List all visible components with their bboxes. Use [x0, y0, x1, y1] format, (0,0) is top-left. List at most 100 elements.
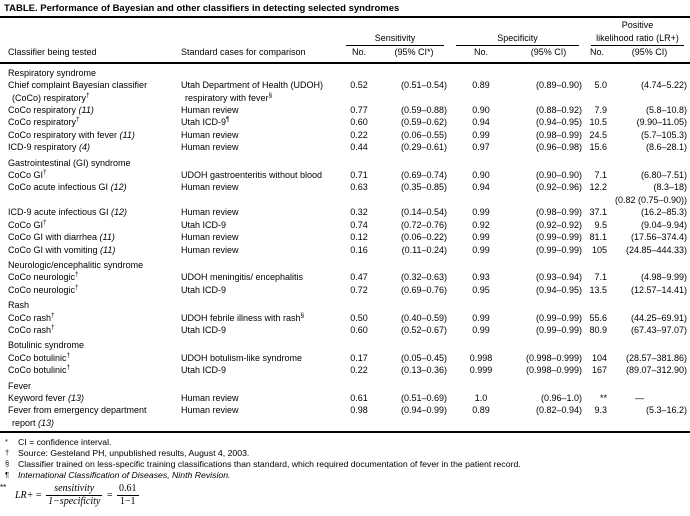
cell-lr-ci: (9.04–9.94) — [640, 219, 688, 230]
cell-specificity-ci: (0.94–0.95) — [535, 117, 582, 128]
formula-lhs: LR+ — [15, 489, 34, 501]
cell-standard: Utah ICD-9 — [181, 284, 227, 295]
section-header: Neurologic/encephalitic syndrome — [8, 259, 144, 270]
cell-specificity-no: 0.97 — [472, 142, 490, 153]
cell-classifier: ICD-9 respiratory (4) — [8, 142, 91, 153]
footnote-marker: * — [5, 437, 8, 447]
cell-specificity-ci: (0.98–0.99) — [535, 129, 582, 140]
cell-sensitivity-ci: (0.11–0.24) — [401, 244, 447, 255]
cell-specificity-no: 0.998 — [469, 352, 493, 363]
footnote-text: International Classification of Diseases… — [18, 470, 231, 481]
cell-sensitivity-ci: (0.29–0.61) — [400, 142, 447, 153]
cell-specificity-no: 0.90 — [472, 105, 490, 116]
cell-specificity-ci: (0.99–0.99) — [535, 232, 582, 243]
cell-sensitivity-ci: (0.13–0.36) — [400, 365, 447, 376]
cell-classifier: CoCo respiratory (11) — [8, 105, 94, 116]
cell-standard: Human review — [181, 392, 239, 403]
cell-specificity-no: 0.99 — [472, 312, 490, 323]
cell-specificity-ci: (0.93–0.94) — [535, 272, 582, 283]
col-header-lr-ci: (95% CI) — [609, 46, 690, 64]
cell-sensitivity-ci: (0.69–0.76) — [400, 284, 447, 295]
cell-sensitivity-ci: (0.94–0.99) — [378, 404, 450, 434]
footnote: § Classifier trained on less-specific tra… — [5, 459, 686, 470]
cell-specificity-no: 0.89 — [450, 404, 512, 434]
cell-specificity-ci: (0.99–0.99) — [535, 244, 582, 255]
cell-classifier: CoCo neurologic† — [8, 271, 79, 283]
table-row-continuation: (0.82 (0.75–0.90)) — [0, 194, 690, 206]
cell-lr-no: 5.0 — [594, 80, 607, 91]
cell-sensitivity-ci: (0.69–0.74) — [400, 170, 447, 181]
cell-lr-no: 81.1 — [589, 232, 607, 243]
cell-classifier: Fever from emergency department report (1… — [0, 404, 173, 434]
cell-lr-ci: (4.74–5.22) — [640, 80, 688, 91]
cell-lr-no: 80.9 — [589, 324, 607, 335]
cell-specificity-no: 0.93 — [472, 272, 490, 283]
cell-specificity-no: 0.94 — [472, 182, 490, 193]
table-row: CoCo neurologic† Utah ICD-9 0.72 (0.69–0.76… — [0, 284, 690, 296]
cell-lr-no: 9.5 — [594, 219, 607, 230]
cell-sensitivity-no: 0.74 — [350, 219, 368, 230]
cell-classifier: CoCo neurologic† — [8, 283, 79, 295]
table-row: CoCo botulinic† UDOH botulism-like syndro… — [0, 352, 690, 364]
cell-sensitivity-ci: (0.59–0.62) — [400, 117, 447, 128]
cell-sensitivity-ci: (0.35–0.85) — [400, 182, 447, 193]
cell-classifier: CoCo GI with vomiting (11) — [8, 244, 116, 255]
cell-sensitivity-no: 0.12 — [350, 232, 368, 243]
cell-sensitivity-ci: (0.40–0.59) — [400, 312, 447, 323]
cell-sensitivity-ci: (0.51–0.54) — [400, 80, 447, 91]
cell-lr-ci: (4.98–9.99) — [640, 272, 688, 283]
cell-specificity-ci: (0.998–0.999) — [525, 352, 582, 363]
cell-lr-ci: (89.07–312.90) — [625, 365, 688, 376]
lr-group-label-line2: likelihood ratio (LR+) — [591, 32, 685, 47]
cell-standard: Human review — [181, 142, 239, 153]
cell-sensitivity-ci: (0.72–0.76) — [400, 219, 447, 230]
cell-specificity-no: 0.89 — [472, 80, 490, 91]
cell-lr-no: 7.1 — [594, 170, 607, 181]
footnote: * CI = confidence interval. — [5, 437, 686, 448]
performance-table: Positive Sensitivity Specificity likelih… — [0, 16, 690, 434]
cell-lr-no: 7.1 — [594, 272, 607, 283]
cell-sensitivity-ci: (0.52–0.67) — [400, 324, 447, 335]
cell-sensitivity-no: 0.60 — [350, 324, 368, 335]
cell-sensitivity-ci: (0.59–0.88) — [400, 105, 447, 116]
cell-lr-ci: (5.3–16.2) — [609, 404, 690, 434]
cell-standard: Human review — [173, 404, 340, 434]
cell-lr-ci: (24.85–444.33) — [625, 244, 688, 255]
cell-classifier: CoCo rash† — [8, 311, 55, 323]
cell-classifier: CoCo acute infectious GI (12) — [8, 182, 127, 193]
cell-sensitivity-ci: (0.14–0.54) — [400, 207, 447, 218]
section-header: Respiratory syndrome — [8, 67, 97, 78]
col-header-sens-no: No. — [340, 46, 378, 64]
table-row: CoCo neurologic† UDOH meningitis/ encepha… — [0, 271, 690, 283]
cell-standard: UDOH febrile illness with rash§ — [181, 311, 305, 323]
cell-classifier: CoCo botulinic† — [8, 351, 71, 363]
table-row: CoCo respiratory (11) Human review 0.77 (0.… — [0, 104, 690, 116]
col-header-standard: Standard cases for comparison — [173, 46, 340, 64]
cell-lr-ci: (17.56–374.4) — [630, 232, 688, 243]
table-header: Positive Sensitivity Specificity likelih… — [0, 17, 690, 64]
section-header-row: Fever — [0, 377, 690, 392]
cell-sensitivity-ci: (0.05–0.45) — [400, 352, 447, 363]
cell-specificity-ci: (0.92–0.92) — [535, 219, 582, 230]
formula-marker: ** — [0, 483, 7, 493]
cell-lr-no: 24.5 — [589, 129, 607, 140]
cell-classifier: ICD-9 acute infectious GI (12) — [8, 207, 128, 218]
table-row: Chief complaint Bayesian classifier (CoCo… — [0, 79, 690, 104]
cell-lr-no: 10.5 — [589, 117, 607, 128]
header-positive-row: Positive — [0, 17, 690, 31]
cell-lr-no: 15.6 — [589, 142, 607, 153]
col-header-spec-no: No. — [450, 46, 512, 64]
cell-standard: UDOH botulism-like syndrome — [181, 352, 303, 363]
cell-classifier: CoCo GI with diarrhea (11) — [8, 232, 115, 243]
cell-lr-no: 9.3 — [585, 404, 609, 434]
cell-sensitivity-no: 0.72 — [350, 284, 368, 295]
cell-classifier: CoCo GI† — [8, 169, 47, 181]
table-row: CoCo acute infectious GI (12) Human revie… — [0, 181, 690, 193]
cell-specificity-ci: (0.94–0.95) — [535, 284, 582, 295]
cell-specificity-no: 0.99 — [472, 207, 490, 218]
cell-sensitivity-no: 0.60 — [350, 117, 368, 128]
cell-lr-ci: (16.2–85.3) — [640, 207, 688, 218]
cell-sensitivity-ci: (0.06–0.55) — [400, 129, 447, 140]
table-row: CoCo rash† Utah ICD-9 0.60 (0.52–0.67) 0.99 (… — [0, 324, 690, 336]
footnote-text: Classifier trained on less-specific trai… — [18, 459, 521, 470]
